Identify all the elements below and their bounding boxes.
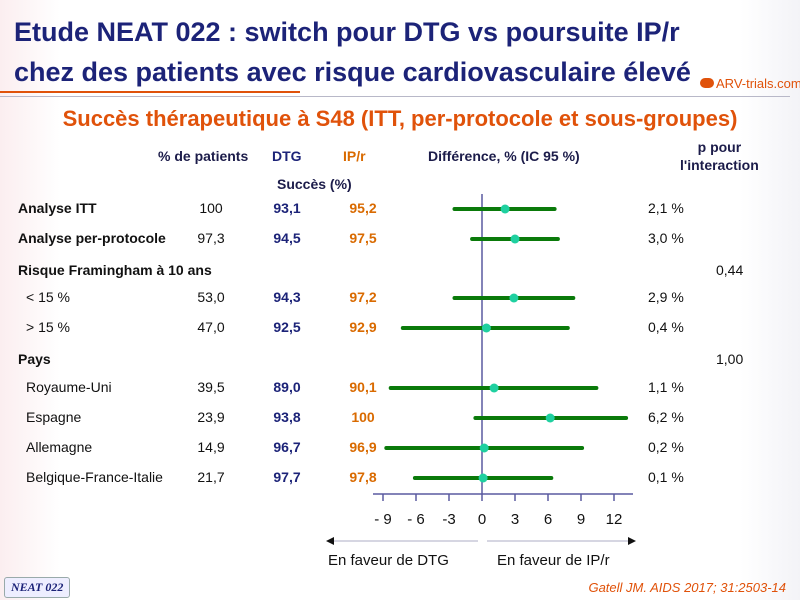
study-badge: NEAT 022 [4,577,71,598]
x-tick-label: 0 [478,511,486,528]
point-estimate [489,383,499,393]
title-rule-orange [0,91,300,93]
row-label: Royaume-Uni [26,379,112,395]
row-label: > 15 % [26,319,70,335]
x-tick-label: 3 [511,511,519,528]
row-pct: 39,5 [197,379,225,395]
x-tick-label: 9 [577,511,585,528]
row-diff: 0,1 % [648,469,684,485]
point-estimate [545,413,555,423]
arrow-right-head [628,537,636,545]
header-p-interaction: p pour l'interaction [680,139,759,173]
row-label: Analyse per-protocole [18,230,166,246]
x-tick-label: 12 [606,511,623,528]
row-pct: 14,9 [197,439,225,455]
point-estimate [509,293,519,303]
row-pct: 100 [199,200,223,216]
row-pct: 47,0 [197,319,225,335]
row-diff: 1,1 % [648,379,684,395]
row-diff: 0,4 % [648,319,684,335]
header-diff: Différence, % (IC 95 %) [428,148,580,164]
row-dtg: 93,8 [273,409,301,425]
row-label: Belgique-France-Italie [26,469,163,485]
row-ipr: 90,1 [349,379,377,395]
point-estimate [510,234,520,244]
row-ipr: 92,9 [349,319,377,335]
row-ipr: 97,2 [349,289,377,305]
row-label: < 15 % [26,289,70,305]
row-dtg: 89,0 [273,379,301,395]
x-tick-label: - 6 [407,511,425,528]
row-diff: 2,9 % [648,289,684,305]
subtitle: Succès thérapeutique à S48 (ITT, per-pro… [62,106,738,131]
pill-icon [700,78,714,88]
row-pct: 23,9 [197,409,225,425]
title-line-1: Etude NEAT 022 : switch pour DTG vs pour… [14,17,680,47]
row-diff: 3,0 % [648,230,684,246]
header-succes: Succès (%) [277,176,352,192]
row-dtg: 97,7 [273,469,301,485]
arrow-left-head [326,537,334,545]
point-estimate [479,443,489,453]
row-diff: 2,1 % [648,200,684,216]
row-diff: 6,2 % [648,409,684,425]
row-pct: 53,0 [197,289,225,305]
title-rule-gray [0,96,790,97]
row-ipr: 100 [351,409,375,425]
p-pays: 1,00 [716,351,744,367]
row-label: Espagne [26,409,82,425]
row-diff: 0,2 % [648,439,684,455]
header-dtg: DTG [272,148,302,164]
row-pct: 97,3 [197,230,225,246]
row-label: Allemagne [26,439,93,455]
group-pays: Pays [18,351,51,367]
row-label: Analyse ITT [18,200,97,216]
x-tick-label: -3 [442,511,455,528]
citation: Gatell JM. AIDS 2017; 31:2503-14 [588,580,786,595]
row-ipr: 97,8 [349,469,377,485]
row-ipr: 95,2 [349,200,377,216]
header-pct: % de patients [158,148,249,164]
x-tick-label: - 9 [374,511,392,528]
favor-dtg-label: En faveur de DTG [328,552,449,569]
row-dtg: 93,1 [273,200,301,216]
point-estimate [500,204,510,214]
title-line-2: chez des patients avec risque cardiovasc… [14,57,691,87]
row-dtg: 92,5 [273,319,301,335]
row-dtg: 94,3 [273,289,301,305]
row-dtg: 94,5 [273,230,301,246]
header-ipr: IP/r [343,148,366,164]
logo: ARV-trials.com [716,76,800,91]
p-framingham: 0,44 [716,262,744,278]
point-estimate [478,473,488,483]
row-dtg: 96,7 [273,439,301,455]
group-framingham: Risque Framingham à 10 ans [18,262,212,278]
row-ipr: 97,5 [349,230,377,246]
favor-ipr-label: En faveur de IP/r [497,552,610,569]
row-pct: 21,7 [197,469,225,485]
point-estimate [481,323,491,333]
row-ipr: 96,9 [349,439,377,455]
x-tick-label: 6 [544,511,552,528]
